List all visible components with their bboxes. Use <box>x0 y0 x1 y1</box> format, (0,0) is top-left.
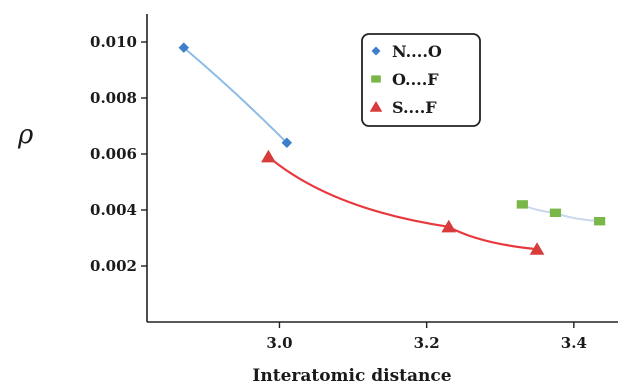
y-axis-label: ρ <box>17 120 34 150</box>
y-tick-label: 0.010 <box>90 33 137 51</box>
axes <box>146 14 618 323</box>
legend-items: N....O O....F S....F <box>369 42 442 117</box>
data-point <box>261 149 276 163</box>
x-tick-label: 3.4 <box>561 334 587 352</box>
data-point <box>178 42 190 53</box>
data-point <box>281 137 293 149</box>
data-point <box>529 242 545 255</box>
legend-marker-triangle <box>369 101 383 112</box>
series-square <box>516 200 606 226</box>
data-point <box>516 200 528 209</box>
series-triangle <box>261 149 545 255</box>
legend-marker-diamond <box>371 46 381 56</box>
series-layer <box>178 42 606 255</box>
data-point <box>594 217 606 226</box>
series-diamond <box>178 42 293 149</box>
y-tick-label: 0.004 <box>90 201 137 219</box>
x-tick-label: 3.0 <box>266 334 292 352</box>
y-tick-label: 0.006 <box>90 145 137 163</box>
y-ticks: 0.002 0.004 0.006 0.008 0.010 <box>90 33 147 275</box>
legend-marker-square <box>371 75 381 83</box>
legend-label: O....F <box>392 70 439 89</box>
data-point <box>441 219 457 233</box>
x-tick-label: 3.2 <box>414 334 440 352</box>
series-fit-line <box>183 46 288 144</box>
series-fit-line <box>267 155 538 251</box>
legend-box <box>361 33 481 127</box>
legend: N....O O....F S....F <box>361 33 481 127</box>
x-ticks: 3.0 3.2 3.4 <box>266 322 587 352</box>
legend-label: S....F <box>392 98 437 117</box>
data-point <box>549 208 562 217</box>
x-axis-label: Interatomic distance <box>252 366 451 386</box>
legend-label: N....O <box>392 42 442 61</box>
y-tick-label: 0.002 <box>90 257 137 275</box>
y-tick-label: 0.008 <box>90 89 137 107</box>
